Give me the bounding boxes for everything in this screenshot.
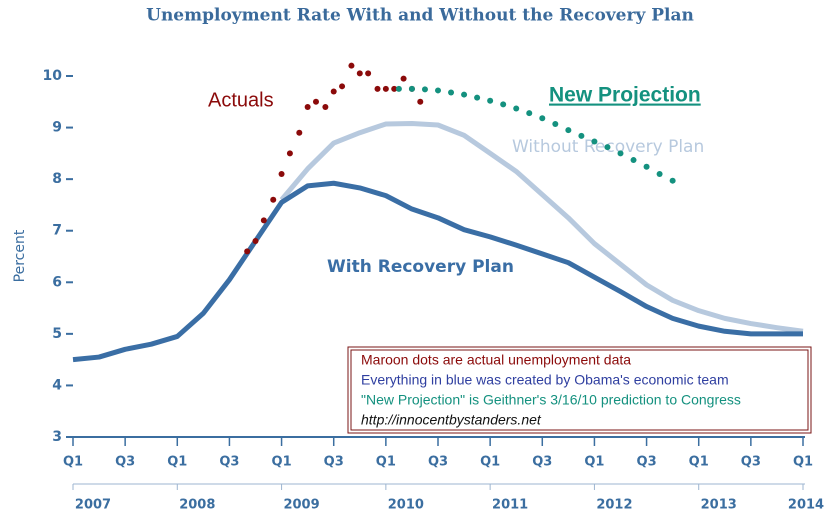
y-tick-label: 5 bbox=[52, 326, 62, 342]
data-dot bbox=[374, 85, 381, 92]
year-label: 2012 bbox=[596, 498, 632, 513]
data-dot bbox=[630, 157, 637, 164]
data-dot bbox=[513, 105, 520, 112]
x-tick-label: Q1 bbox=[793, 455, 813, 470]
series-label: New Projection bbox=[549, 84, 701, 107]
y-tick-label: 6 bbox=[52, 274, 62, 290]
data-dot bbox=[656, 170, 663, 177]
note-line: Everything in blue was created by Obama'… bbox=[361, 372, 729, 388]
x-tick-label: Q3 bbox=[324, 455, 344, 470]
data-dot bbox=[643, 163, 650, 170]
data-dot bbox=[400, 75, 407, 82]
y-axis-label: Percent bbox=[12, 229, 28, 282]
data-dot bbox=[617, 150, 624, 157]
y-tick-label: 4 bbox=[52, 377, 62, 393]
data-dot bbox=[296, 129, 303, 136]
data-dot bbox=[487, 97, 494, 104]
data-dot bbox=[395, 85, 402, 92]
note-box bbox=[347, 346, 812, 434]
data-dot bbox=[339, 83, 346, 90]
x-tick-label: Q1 bbox=[272, 455, 292, 470]
data-dot bbox=[539, 115, 546, 122]
data-dot bbox=[591, 138, 598, 145]
data-dot bbox=[500, 101, 507, 108]
series-label: Actuals bbox=[208, 89, 274, 111]
x-tick-label: Q1 bbox=[63, 455, 83, 470]
data-dot bbox=[270, 196, 277, 203]
data-dot bbox=[408, 85, 415, 92]
x-tick-label: Q3 bbox=[428, 455, 448, 470]
series-line bbox=[72, 180, 803, 363]
y-tick-label: 9 bbox=[52, 120, 62, 136]
year-label: 2009 bbox=[283, 498, 319, 513]
data-dot bbox=[348, 62, 355, 69]
year-label: 2011 bbox=[492, 498, 528, 513]
y-tick-label: 10 bbox=[43, 68, 63, 84]
year-label: 2013 bbox=[701, 498, 737, 513]
x-tick-label: Q3 bbox=[532, 455, 552, 470]
data-dot bbox=[552, 120, 559, 127]
data-dot bbox=[391, 85, 398, 92]
data-dot bbox=[365, 70, 372, 77]
data-dot bbox=[356, 70, 363, 77]
chart-title: Unemployment Rate With and Without the R… bbox=[146, 6, 694, 26]
x-tick-label: Q3 bbox=[741, 455, 761, 470]
x-tick-label: Q1 bbox=[689, 455, 709, 470]
data-dot bbox=[382, 85, 389, 92]
x-tick-label: Q1 bbox=[480, 455, 500, 470]
note-line: "New Projection" is Geithner's 3/16/10 p… bbox=[361, 392, 741, 408]
data-dot bbox=[461, 91, 468, 98]
series-label: With Recovery Plan bbox=[327, 257, 514, 277]
data-dot bbox=[565, 127, 572, 134]
year-label: 2007 bbox=[75, 498, 111, 513]
data-dot bbox=[304, 103, 311, 110]
x-tick-label: Q3 bbox=[115, 455, 135, 470]
year-label: 2014 bbox=[788, 498, 824, 513]
data-dot bbox=[244, 248, 251, 255]
data-dot bbox=[435, 87, 441, 94]
y-tick-label: 7 bbox=[52, 223, 62, 239]
data-dot bbox=[417, 98, 424, 105]
x-tick-label: Q3 bbox=[637, 455, 657, 470]
data-dot bbox=[526, 110, 533, 117]
y-tick-label: 8 bbox=[52, 171, 62, 187]
y-tick-label: 3 bbox=[52, 429, 62, 445]
series-line bbox=[279, 120, 804, 334]
data-dot bbox=[278, 170, 285, 177]
data-dot bbox=[322, 103, 329, 110]
data-dot bbox=[252, 238, 259, 245]
year-label: 2010 bbox=[388, 498, 424, 513]
data-dot bbox=[474, 94, 481, 101]
note-line: http://innocentbystanders.net bbox=[361, 412, 542, 428]
note-box-inner bbox=[350, 349, 809, 431]
note-line: Maroon dots are actual unemployment data bbox=[361, 352, 631, 368]
x-tick-label: Q1 bbox=[376, 455, 396, 470]
data-dot bbox=[330, 88, 337, 95]
data-dot bbox=[448, 89, 455, 96]
data-dot bbox=[669, 177, 676, 184]
data-dot bbox=[312, 98, 319, 105]
data-dot bbox=[604, 144, 611, 151]
data-dot bbox=[421, 86, 428, 93]
x-tick-label: Q1 bbox=[167, 455, 187, 470]
data-dot bbox=[260, 217, 267, 224]
data-dot bbox=[286, 150, 293, 157]
data-dot bbox=[578, 132, 585, 139]
x-tick-label: Q3 bbox=[219, 455, 239, 470]
year-label: 2008 bbox=[179, 498, 215, 513]
x-tick-label: Q1 bbox=[584, 455, 604, 470]
